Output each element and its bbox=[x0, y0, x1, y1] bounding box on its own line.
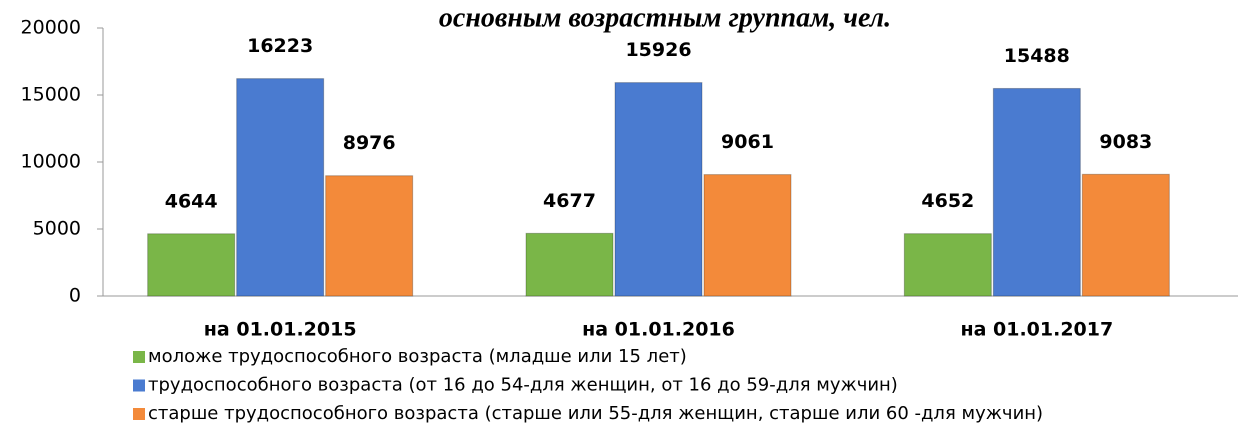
y-tick-label: 10000 bbox=[21, 151, 81, 173]
data-label: 9061 bbox=[721, 131, 774, 153]
bar bbox=[147, 233, 236, 297]
x-tick-label: на 01.01.2016 bbox=[582, 319, 735, 341]
legend-swatch bbox=[133, 379, 145, 392]
legend-swatch bbox=[133, 351, 145, 363]
data-label: 15488 bbox=[1004, 45, 1070, 67]
bar bbox=[703, 174, 792, 297]
y-tick-label: 20000 bbox=[21, 17, 81, 39]
bar bbox=[614, 82, 703, 297]
bar bbox=[903, 233, 992, 297]
y-tick-label: 15000 bbox=[21, 84, 81, 106]
bar bbox=[992, 87, 1081, 297]
data-label: 16223 bbox=[247, 35, 313, 57]
data-label: 4677 bbox=[543, 190, 596, 212]
legend-label: моложе трудоспособного возраста (младше … bbox=[148, 346, 687, 367]
bar bbox=[236, 78, 325, 297]
legend-label: старше трудоспособного возраста (старше … bbox=[148, 403, 1043, 424]
bar bbox=[1081, 173, 1170, 297]
data-label: 9083 bbox=[1099, 131, 1152, 153]
data-label: 4652 bbox=[921, 190, 974, 212]
bar bbox=[525, 232, 614, 297]
chart-title: основным возрастным группам, чел. bbox=[439, 2, 891, 33]
legend-label: трудоспособного возраста (от 16 до 54-дл… bbox=[148, 375, 898, 396]
data-label: 4644 bbox=[165, 190, 218, 212]
x-tick-label: на 01.01.2015 bbox=[204, 319, 357, 341]
data-label: 15926 bbox=[625, 39, 691, 61]
x-tick-label: на 01.01.2017 bbox=[960, 319, 1113, 341]
y-tick-label: 5000 bbox=[33, 218, 81, 240]
legend-swatch bbox=[133, 408, 145, 420]
bar bbox=[325, 175, 414, 297]
data-label: 8976 bbox=[343, 132, 396, 154]
y-tick-label: 0 bbox=[69, 285, 81, 307]
